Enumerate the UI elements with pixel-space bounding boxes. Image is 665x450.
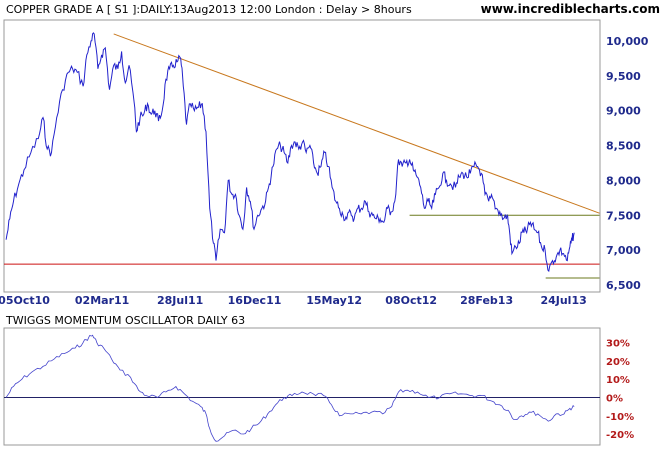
price-panel-frame <box>3 19 601 293</box>
price-series-line <box>5 32 575 273</box>
price-y-tick-label: 9,000 <box>606 105 641 118</box>
price-x-tick-label: 02Mar11 <box>75 294 129 307</box>
oscillator-panel: TWIGGS MOMENTUM OSCILLATOR DAILY 63 30% 2… <box>3 314 634 446</box>
price-x-tick-label: 08Oct12 <box>385 294 437 307</box>
oscillator-series-line <box>5 334 575 442</box>
price-y-tick-label: 6,500 <box>606 279 641 292</box>
price-y-tick-label: 8,000 <box>606 174 641 187</box>
trendlines <box>4 33 600 279</box>
price-y-tick-label: 8,500 <box>606 140 641 153</box>
brand-label[interactable]: www.incrediblecharts.com <box>481 2 660 16</box>
oscillator-panel-frame <box>3 327 601 446</box>
oscillator-y-tick-label: -20% <box>606 430 634 441</box>
price-y-tick-label: 7,000 <box>606 244 641 257</box>
oscillator-y-tick-label: 10% <box>606 375 630 386</box>
oscillator-y-tick-label: 20% <box>606 357 630 368</box>
price-x-tick-label: 28Feb13 <box>460 294 513 307</box>
oscillator-y-tick-label: 0% <box>606 393 623 404</box>
oscillator-y-tick-label: 30% <box>606 339 630 350</box>
oscillator-chart-title: TWIGGS MOMENTUM OSCILLATOR DAILY 63 <box>5 314 245 327</box>
price-panel: COPPER GRADE A [ S1 ]:DAILY:13Aug2013 12… <box>0 2 660 307</box>
oscillator-y-tick-label: -10% <box>606 412 634 423</box>
price-x-tick-label: 28Jul11 <box>157 294 203 307</box>
price-x-tick-label: 15May12 <box>306 294 362 307</box>
price-chart-title: COPPER GRADE A [ S1 ]:DAILY:13Aug2013 12… <box>6 3 412 16</box>
oscillator-y-axis: 30% 20% 10% 0% -10% -20% <box>606 339 634 441</box>
trendline <box>113 33 600 214</box>
price-x-tick-label: 05Oct10 <box>0 294 50 307</box>
price-x-axis: 05Oct10 02Mar11 28Jul11 16Dec11 15May12 08Oct… <box>0 294 587 307</box>
price-y-axis: 6,500 7,000 7,500 8,000 8,500 9,000 9,500 10,00… <box>606 35 649 292</box>
price-x-tick-label: 24Jul13 <box>540 294 586 307</box>
price-y-tick-label: 7,500 <box>606 209 641 222</box>
price-x-tick-label: 16Dec11 <box>228 294 282 307</box>
price-y-tick-label: 10,000 <box>606 35 649 48</box>
price-y-tick-label: 9,500 <box>606 70 641 83</box>
